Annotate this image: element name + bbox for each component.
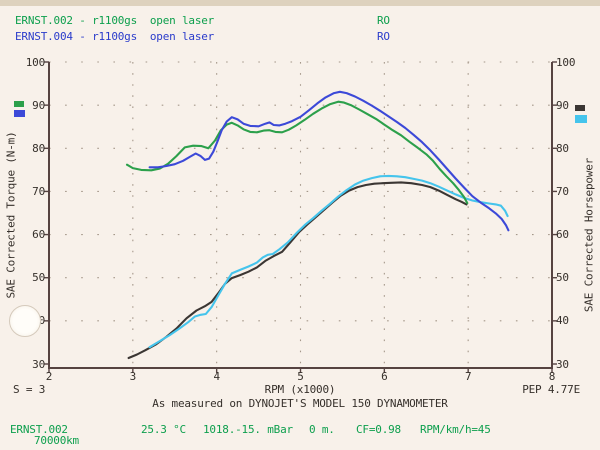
footer-correction-factor: CF=0.98: [356, 423, 401, 436]
hole-punch: [9, 305, 41, 337]
pep-version: PEP 4.77E: [522, 383, 580, 396]
footer-file: ERNST.002: [10, 423, 68, 436]
header-run1-label: ERNST.002 - r1100gs open laser: [15, 14, 215, 27]
dynamometer-note: As measured on DYNOJET'S MODEL 150 DYNAM…: [152, 397, 448, 410]
legend-swatch-ernst-004-torque: [14, 110, 25, 117]
x-tick-label: 3: [129, 370, 137, 383]
y-tick-label-left: 50: [32, 271, 45, 285]
footer-odometer: 70000km: [34, 434, 79, 447]
y-tick-label-left: 70: [32, 184, 45, 198]
x-tick-label: 2: [45, 370, 53, 383]
legend-swatch-ernst-002-horsepower: [575, 105, 585, 111]
footer-altitude: 0 m.: [309, 423, 335, 436]
y-tick-label-right: 60: [556, 228, 569, 242]
curve-ernst-004-horsepower: [148, 174, 509, 349]
left-axis-title: SAE Corrected Torque (N-m): [4, 131, 18, 299]
footer-pressure: 1018.-15. mBar: [203, 423, 293, 436]
y-tick-label-left: 30: [32, 357, 45, 371]
y-tick-label-left: 80: [32, 141, 45, 155]
x-tick-label: 6: [381, 370, 388, 383]
right-axis-title: SAE Corrected Horsepower: [582, 157, 596, 313]
curve-ernst-004-torque: [148, 90, 510, 232]
header-run2-label: ERNST.004 - r1100gs open laser: [15, 30, 215, 43]
header-run2-tag: RO: [377, 30, 390, 43]
y-tick-label-left: 90: [32, 98, 45, 112]
footer-temperature: 25.3 °C: [141, 423, 186, 436]
y-tick-label-right: 50: [556, 271, 569, 285]
x-tick-label: 8: [548, 370, 556, 383]
y-tick-label-left: 60: [32, 228, 45, 242]
x-tick-label: 5: [297, 370, 304, 383]
y-tick-label-right: 30: [556, 357, 569, 371]
y-tick-label-left: 100: [25, 55, 45, 69]
x-tick-label: 7: [464, 370, 472, 383]
y-tick-label-right: 80: [556, 141, 569, 155]
x-tick-label: 4: [213, 370, 220, 383]
scan-top-edge: [0, 0, 600, 6]
x-axis-label: RPM (x1000): [264, 383, 336, 396]
footer-rpm-ratio: RPM/km/h=45: [420, 423, 491, 436]
legend-swatch-ernst-004-horsepower: [575, 115, 587, 123]
smoothing-value: S = 3: [13, 383, 46, 396]
header-run1-tag: RO: [377, 14, 390, 27]
y-tick-label-right: 40: [556, 314, 569, 328]
curve-ernst-002-torque: [125, 100, 469, 205]
legend-swatch-ernst-002-torque: [14, 101, 24, 107]
y-tick-label-right: 90: [556, 98, 569, 112]
y-tick-label-right: 70: [556, 184, 569, 198]
curve-ernst-002-horsepower: [127, 181, 468, 360]
y-tick-label-right: 100: [556, 55, 576, 69]
